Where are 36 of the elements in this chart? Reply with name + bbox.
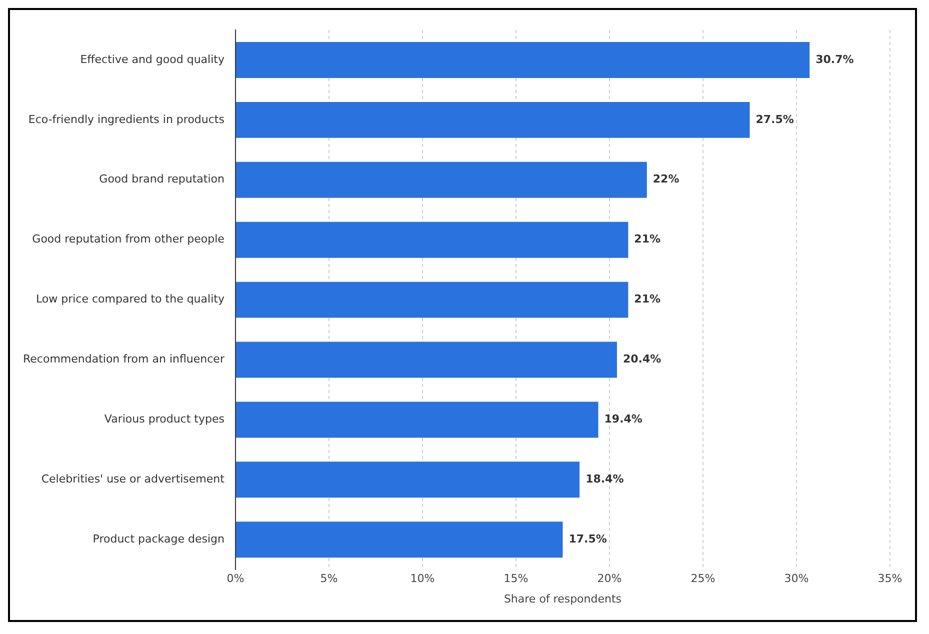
- y-tick-label: Recommendation from an influencer: [22, 352, 225, 366]
- y-tick-label: Various product types: [104, 412, 225, 426]
- y-tick-label: Good reputation from other people: [32, 232, 225, 246]
- bar: [236, 342, 617, 378]
- x-axis-title: Share of respondents: [504, 592, 622, 606]
- x-tick-label: 20%: [597, 572, 622, 586]
- y-tick-label: Eco-friendly ingredients in products: [28, 112, 225, 126]
- data-label: 19.4%: [604, 412, 642, 426]
- bar: [236, 102, 750, 138]
- data-label: 22%: [652, 172, 680, 186]
- y-tick-label: Good brand reputation: [99, 172, 224, 186]
- data-label: 21%: [634, 292, 661, 306]
- data-label: 21%: [634, 232, 661, 246]
- data-label: 20.4%: [622, 352, 662, 366]
- bar: [236, 222, 628, 258]
- data-label: 17.5%: [568, 532, 607, 546]
- x-tick-label: 10%: [410, 572, 435, 586]
- x-tick-label: 15%: [504, 572, 528, 586]
- bar: [236, 162, 647, 198]
- x-tick-label: 25%: [690, 572, 716, 586]
- bar: [236, 282, 628, 318]
- x-tick-label: 5%: [320, 572, 338, 586]
- data-label: 27.5%: [756, 112, 794, 126]
- bar: [236, 522, 563, 558]
- y-tick-label: Low price compared to the quality: [36, 292, 225, 306]
- bar: [236, 402, 598, 438]
- bar: [236, 42, 810, 78]
- y-tick-label: Effective and good quality: [80, 52, 225, 66]
- x-tick-label: 30%: [784, 572, 809, 586]
- data-label: 30.7%: [816, 52, 854, 66]
- data-label: 18.4%: [586, 472, 624, 486]
- x-tick-label: 35%: [878, 572, 902, 586]
- y-tick-label: Product package design: [92, 532, 224, 546]
- bar: [236, 462, 580, 498]
- y-tick-label: Celebrities' use or advertisement: [41, 472, 226, 486]
- x-tick-label: 0%: [226, 572, 244, 586]
